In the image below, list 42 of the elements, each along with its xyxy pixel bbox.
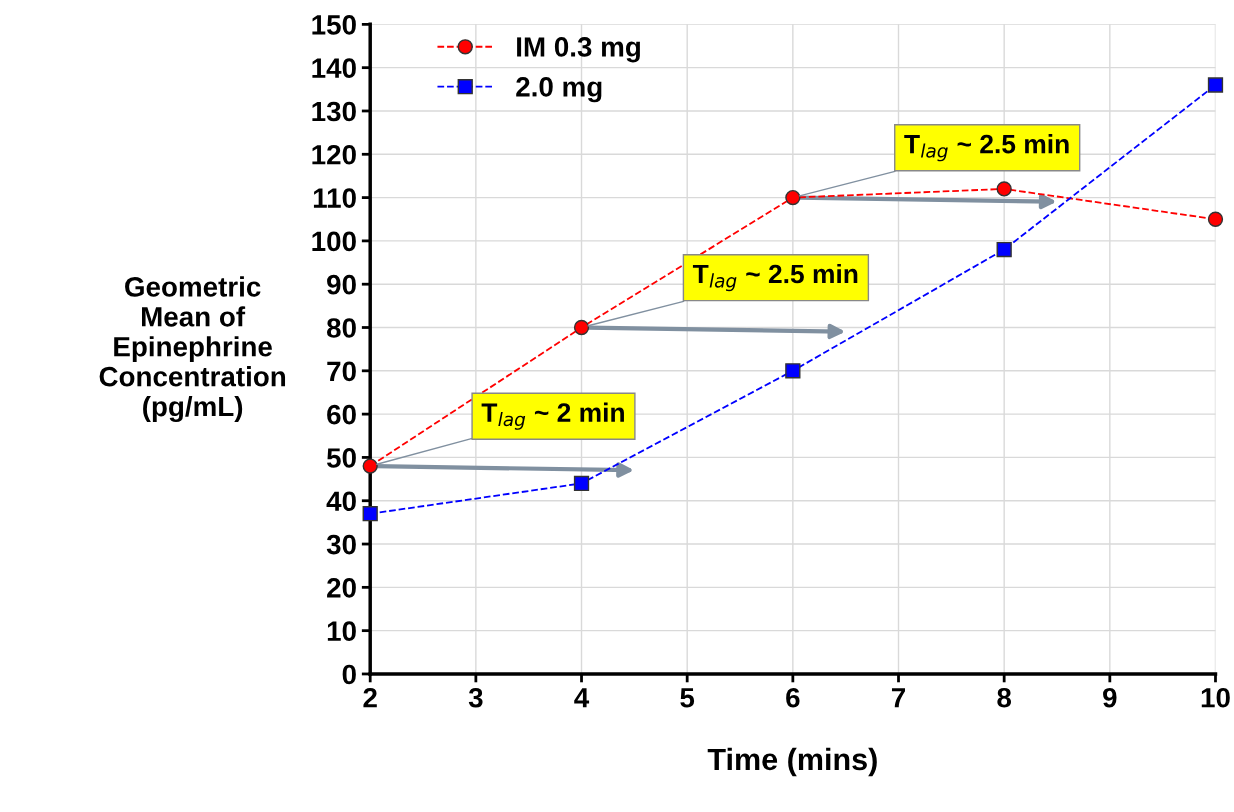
x-tick-label: 8 [997, 687, 1012, 708]
point [362, 458, 378, 474]
point [1207, 211, 1224, 227]
y-axis-title: Geometric Mean of Epinephrine Concentration (pg/mL) [99, 276, 286, 423]
x-tick-label: 5 [680, 688, 695, 708]
y-tick-label: 80 [326, 318, 356, 338]
x-axis-title: Time (mins) [707, 747, 877, 777]
x-tick-label: 6 [786, 687, 800, 708]
x-tick-label: 2 [363, 687, 377, 708]
legend-label: IM 0.3 mg [517, 37, 640, 63]
point [362, 506, 378, 522]
point [996, 241, 1012, 258]
point [785, 189, 801, 206]
y-tick-label: 20 [327, 578, 356, 598]
point [996, 181, 1012, 197]
y-tick-label: 50 [326, 448, 356, 468]
y-tick-label: 110 [313, 188, 356, 208]
y-tick-label: 120 [312, 144, 356, 165]
y-tick-label: 0 [342, 664, 356, 685]
point [1207, 77, 1224, 93]
y-tick-label: 90 [327, 274, 356, 295]
y-tick-label: 10 [327, 621, 356, 641]
x-tick-label: 7 [891, 688, 906, 708]
legend-label: 2.0 mg [516, 77, 602, 103]
y-tick-label: 140 [312, 58, 356, 79]
y-tick-label: 60 [327, 404, 356, 425]
y-tick-label: 70 [327, 361, 356, 382]
y-tick-label: 130 [312, 101, 356, 122]
x-tick-label: 4 [574, 688, 590, 708]
annotation: T$_{lag}$ ~ 2.5 min [692, 263, 858, 292]
y-tick-label: 40 [326, 491, 356, 512]
annotation: T$_{lag}$ ~ 2.5 min [904, 134, 1069, 162]
point [573, 319, 590, 336]
point [573, 475, 590, 492]
y-tick-label: 30 [326, 534, 356, 555]
point [785, 363, 801, 379]
x-tick-label: 9 [1103, 687, 1117, 708]
y-tick-label: 100 [312, 231, 356, 252]
annotation: T$_{lag}$ ~ 2 min [481, 402, 624, 430]
x-tick-label: 10 [1201, 687, 1230, 708]
x-tick-label: 3 [468, 687, 483, 708]
y-tick-label: 150 [312, 15, 356, 35]
